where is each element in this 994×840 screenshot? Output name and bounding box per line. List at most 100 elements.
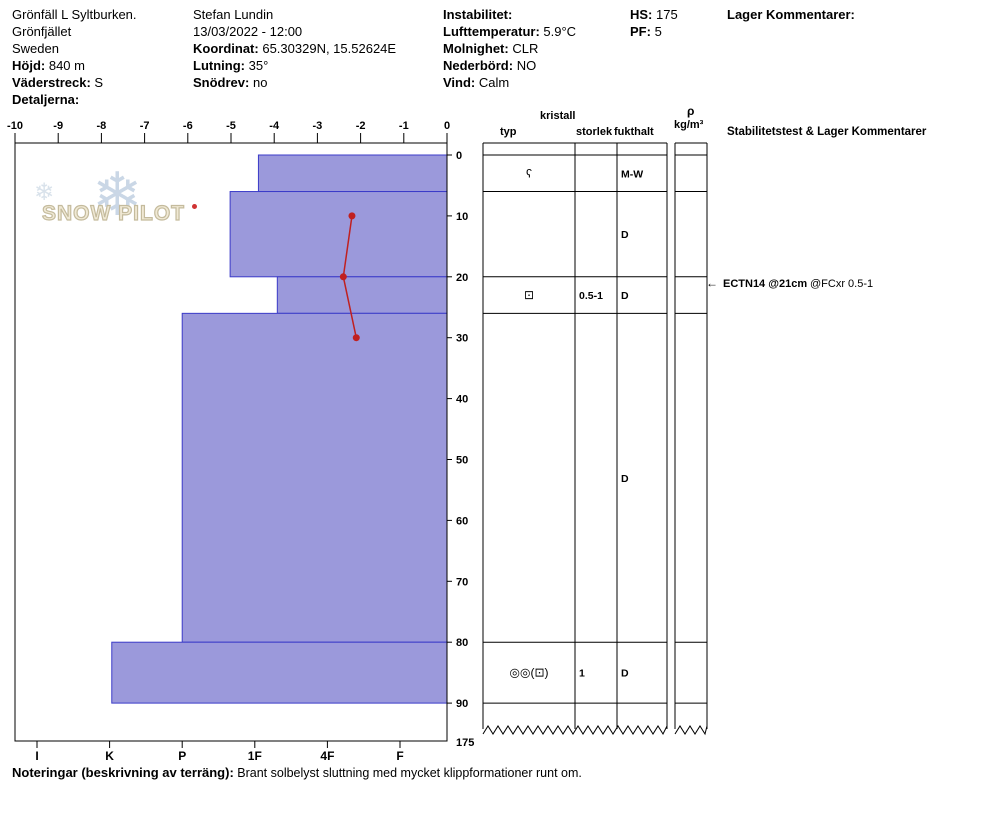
hardness-label: F [396, 749, 403, 763]
wind-value: Calm [478, 75, 510, 90]
grain-type-symbol: ʕ [526, 166, 532, 180]
sky-label: Molnighet: [443, 41, 509, 56]
pit-area: Grönfjället [12, 24, 72, 39]
slope-row: Lutning: 35° [193, 57, 396, 74]
instability-label: Instabilitet: [443, 7, 513, 22]
wind-row: Vind: Calm [443, 74, 576, 91]
moisture-value: D [621, 290, 629, 302]
pit-country: Sweden [12, 41, 59, 56]
elevation-label: Höjd: [12, 58, 46, 73]
precip-label: Nederbörd: [443, 58, 514, 73]
watermark-text: SNOW PILOT [41, 201, 185, 225]
total-depth-label: 175 [456, 737, 474, 749]
snow-height-block: HS: 175 PF: 5 [630, 6, 678, 40]
depth-label: 30 [456, 333, 468, 345]
density-units-header: kg/m³ [674, 119, 704, 131]
sky-value: CLR [512, 41, 539, 56]
airtemp-row: Lufttemperatur: 5.9°C [443, 23, 576, 40]
typ-header: typ [500, 126, 517, 138]
hs-row: HS: 175 [630, 6, 678, 23]
slope-value: 35° [248, 58, 269, 73]
pit-name: Grönfäll L Syltburken. [12, 7, 137, 22]
aspect-value: S [94, 75, 104, 90]
observer-info-block: Stefan Lundin 13/03/2022 - 12:00 Koordin… [193, 6, 396, 91]
pf-row: PF: 5 [630, 23, 678, 40]
temp-axis-label: -7 [140, 120, 150, 132]
drift-value: no [252, 75, 268, 90]
sky-row: Molnighet: CLR [443, 40, 576, 57]
stability-tests-header: Stabilitetstest & Lager Kommentarer [727, 126, 927, 138]
density-zigzag [674, 725, 708, 736]
hardness-label: I [35, 749, 38, 763]
watermark-red-dot [192, 204, 197, 209]
temp-axis-label: 0 [444, 120, 450, 132]
annotation-arrow-icon: ← [706, 276, 718, 290]
snowflake-icon: ❄ [92, 161, 143, 228]
moisture-value: M-W [621, 168, 643, 180]
temp-axis-label: -4 [269, 120, 280, 132]
temperature-point [339, 273, 347, 281]
depth-label: 0 [456, 150, 462, 162]
hardness-label: 4F [320, 749, 334, 763]
panel-zigzag [482, 725, 668, 736]
elevation-row: Höjd: 840 m [12, 57, 137, 74]
grain-type-symbol: ◎◎(⊡) [510, 666, 549, 680]
airtemp-label: Lufttemperatur: [443, 24, 540, 39]
temp-axis-label: -10 [7, 120, 23, 132]
hs-label: HS: [630, 7, 653, 22]
grain-size-value: 1 [579, 668, 585, 680]
fukthalt-header: fukthalt [614, 126, 654, 138]
hardness-label: 1F [248, 749, 262, 763]
temp-axis-label: -8 [97, 120, 107, 132]
depth-label: 70 [456, 576, 468, 588]
pf-label: PF: [630, 24, 651, 39]
snowpilot-watermark: ❄ ❄ SNOW PILOT [34, 161, 215, 242]
elevation-value: 840 m [48, 58, 85, 73]
temperature-point [348, 212, 356, 220]
notes-label: Noteringar (beskrivning av terräng): [12, 765, 234, 780]
drift-row: Snödrev: no [193, 74, 396, 91]
kristall-header: kristall [540, 110, 576, 122]
moisture-value: D [621, 229, 629, 241]
depth-label: 50 [456, 455, 468, 467]
details-row: Detaljerna: [12, 91, 137, 108]
slope-label: Lutning: [193, 58, 245, 73]
pit-info-block: Grönfäll L Syltburken. Grönfjället Swede… [12, 6, 137, 108]
grain-type-symbol: ⊡ [524, 288, 534, 302]
depth-label: 60 [456, 515, 468, 527]
grain-size-value: 0.5-1 [579, 290, 603, 302]
aspect-row: Väderstreck: S [12, 74, 137, 91]
density-symbol-header: ρ [687, 104, 695, 118]
instability-row: Instabilitet: [443, 6, 576, 23]
layer-comments-label: Lager Kommentarer: [727, 7, 855, 22]
stability-test-label: ECTN14 @21cm [723, 278, 807, 290]
moisture-value: D [621, 473, 629, 485]
temp-axis-label: -2 [356, 120, 366, 132]
weather-info-block: Instabilitet: Lufttemperatur: 5.9°C Moln… [443, 6, 576, 91]
notes-text: Brant solbelyst sluttning med mycket kli… [237, 766, 582, 780]
airtemp-value: 5.9°C [543, 24, 577, 39]
hs-value: 175 [656, 7, 678, 22]
temp-axis-label: -5 [226, 120, 236, 132]
layer-comments-row: Lager Kommentarer: [727, 6, 855, 23]
details-label: Detaljerna: [12, 92, 80, 107]
depth-label: 90 [456, 698, 468, 710]
temperature-point [352, 334, 360, 342]
snow-layer-bar [111, 641, 448, 704]
snowflake-icon-small: ❄ [34, 179, 55, 206]
observer-name: Stefan Lundin [193, 7, 274, 22]
temp-axis-label: -6 [183, 120, 193, 132]
annotation-grain-label: @FCxr 0.5-1 [810, 278, 873, 290]
hardness-label: P [178, 749, 186, 763]
depth-label: 20 [456, 272, 468, 284]
depth-label: 80 [456, 637, 468, 649]
snow-layer-bar [276, 276, 448, 314]
drift-label: Snödrev: [193, 75, 250, 90]
precip-row: Nederbörd: NO [443, 57, 576, 74]
temp-axis-label: -1 [399, 120, 409, 132]
wind-label: Vind: [443, 75, 476, 90]
storlek-header: storlek [576, 126, 613, 138]
precip-value: NO [516, 58, 537, 73]
